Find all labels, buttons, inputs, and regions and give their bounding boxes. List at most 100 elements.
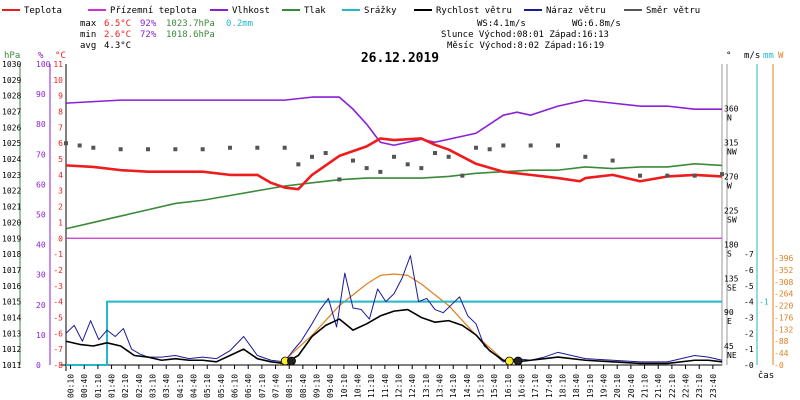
- x-tick-label: 01:10: [94, 374, 103, 398]
- series-line-solar-radiation: [278, 273, 510, 366]
- hpa-tick-label: 1021: [2, 203, 21, 212]
- info-sun: Slunce Východ:08:01 Západ:16:13: [441, 30, 609, 40]
- ms-tick-label: -6: [744, 266, 754, 275]
- x-tick-label: 10:40: [354, 374, 363, 398]
- dir-tick-label: NE: [727, 351, 737, 360]
- hpa-tick-label: 1013: [2, 329, 21, 338]
- x-tick-label: 14:40: [463, 374, 472, 398]
- pct-tick-label: 90: [36, 90, 46, 99]
- x-tick-label: 20:10: [613, 374, 622, 398]
- x-tick-label: 06:40: [244, 374, 253, 398]
- deg-tick-label: 225: [724, 206, 739, 215]
- w-unit-label: W: [778, 51, 784, 61]
- x-tick-label: 10:10: [340, 374, 349, 398]
- c-tick-label: -8: [53, 361, 63, 370]
- x-tick-label: 03:40: [162, 374, 171, 398]
- wind-direction-point: [378, 169, 383, 174]
- info-ws: WS:4.1m/s: [477, 19, 526, 29]
- wind-direction-point: [255, 145, 260, 150]
- hpa-tick-label: 1012: [2, 345, 21, 354]
- x-tick-label: 06:10: [231, 374, 240, 398]
- w-tick-label: -308: [774, 278, 793, 287]
- deg-unit-label: °: [726, 51, 731, 61]
- x-tick-label: 09:10: [313, 374, 322, 398]
- stats-avg-label: avg: [80, 41, 96, 51]
- moon-marker: [287, 356, 296, 366]
- stats-block: max 6.5°C 92% 1023.7hPa 0.2mm min 2.6°C …: [80, 19, 253, 51]
- pct-tick-label: 100: [36, 60, 51, 69]
- x-tick-label: 23:10: [695, 374, 704, 398]
- x-tick-label: 15:40: [490, 374, 499, 398]
- stats-min-hum: 72%: [140, 30, 157, 40]
- hpa-tick-label: 1028: [2, 92, 21, 101]
- c-tick-label: 10: [53, 76, 63, 85]
- c-tick-label: -7: [53, 345, 63, 354]
- x-tick-label: 02:40: [135, 374, 144, 398]
- c-tick-label: 9: [58, 92, 63, 101]
- wind-direction-point: [364, 166, 369, 171]
- w-tick-label: -176: [774, 313, 793, 322]
- series-line-vlhkost: [65, 96, 722, 147]
- x-tick-label: 13:40: [436, 374, 445, 398]
- hpa-tick-label: 1016: [2, 282, 21, 291]
- wind-direction-point: [282, 145, 287, 150]
- hpa-tick-label: 1020: [2, 218, 21, 227]
- ms-tick-label: -0: [744, 361, 754, 370]
- wind-direction-point: [173, 147, 178, 152]
- legend-label-smer-vetru: Směr větru: [646, 6, 700, 16]
- x-tick-label: 07:40: [272, 374, 281, 398]
- legend-label-vlhkost: Vlhkost: [232, 6, 270, 16]
- hpa-tick-label: 1026: [2, 123, 21, 132]
- ms-tick-label: -4: [744, 298, 754, 307]
- ms-tick-label: -1: [744, 345, 754, 354]
- x-tick-label: 13:10: [422, 374, 431, 398]
- wind-direction-point: [405, 162, 410, 167]
- deg-tick-label: 45: [724, 342, 734, 351]
- x-tick-label: 05:10: [203, 374, 212, 398]
- hpa-tick-label: 1014: [2, 313, 21, 322]
- wind-direction-point: [392, 154, 396, 159]
- hpa-tick-label: 1027: [2, 108, 21, 117]
- w-tick-label: -220: [774, 302, 793, 311]
- c-tick-label: -6: [53, 329, 63, 338]
- x-tick-label: 11:40: [381, 374, 390, 398]
- c-tick-label: -3: [53, 282, 63, 291]
- stats-min-press: 1018.6hPa: [166, 30, 215, 40]
- x-tick-label: 05:40: [217, 374, 226, 398]
- wind-direction-point: [556, 143, 560, 148]
- x-tick-label: 03:10: [149, 374, 158, 398]
- wind-direction-point: [665, 173, 670, 178]
- dir-tick-label: S: [727, 249, 732, 258]
- x-tick-label: 15:10: [477, 374, 486, 398]
- legend-label-prizemni-teplota: Přízemní teplota: [110, 6, 197, 16]
- c-tick-label: 7: [58, 123, 63, 132]
- wind-direction-point: [64, 141, 68, 146]
- pct-tick-label: 20: [36, 301, 46, 310]
- stats-max-temp: 6.5°C: [104, 19, 131, 29]
- w-tick-label: -88: [774, 337, 789, 346]
- stats-min-label: min: [80, 30, 96, 40]
- w-tick-label: -352: [774, 266, 793, 275]
- c-tick-label: 1: [58, 218, 63, 227]
- info-moon: Měsíc Východ:8:02 Západ:16:19: [447, 41, 604, 51]
- ms-tick-label: -5: [744, 282, 754, 291]
- wind-direction-point: [200, 147, 205, 152]
- legend-label-teplota: Teplota: [24, 6, 62, 16]
- pct-tick-label: 70: [36, 150, 46, 159]
- wind-direction-point: [419, 166, 424, 171]
- x-tick-label: 16:10: [504, 374, 513, 398]
- hpa-tick-label: 1015: [2, 298, 21, 307]
- pct-tick-label: 80: [36, 120, 46, 129]
- x-tick-label: 17:40: [545, 374, 554, 398]
- x-tick-label: 00:10: [67, 374, 76, 398]
- series-line-teplota: [65, 137, 723, 191]
- x-tick-label: 19:40: [600, 374, 609, 398]
- legend-label-rychlost-vetru: Rychlost větru: [436, 6, 512, 16]
- series-line-rychlost-vetru: [65, 308, 723, 365]
- c-tick-label: 4: [58, 171, 63, 180]
- legend-label-srazky: Srážky: [364, 6, 397, 16]
- wind-direction-point: [446, 154, 451, 159]
- pct-tick-label: 50: [36, 211, 46, 220]
- time-axis-label: čas: [758, 370, 774, 381]
